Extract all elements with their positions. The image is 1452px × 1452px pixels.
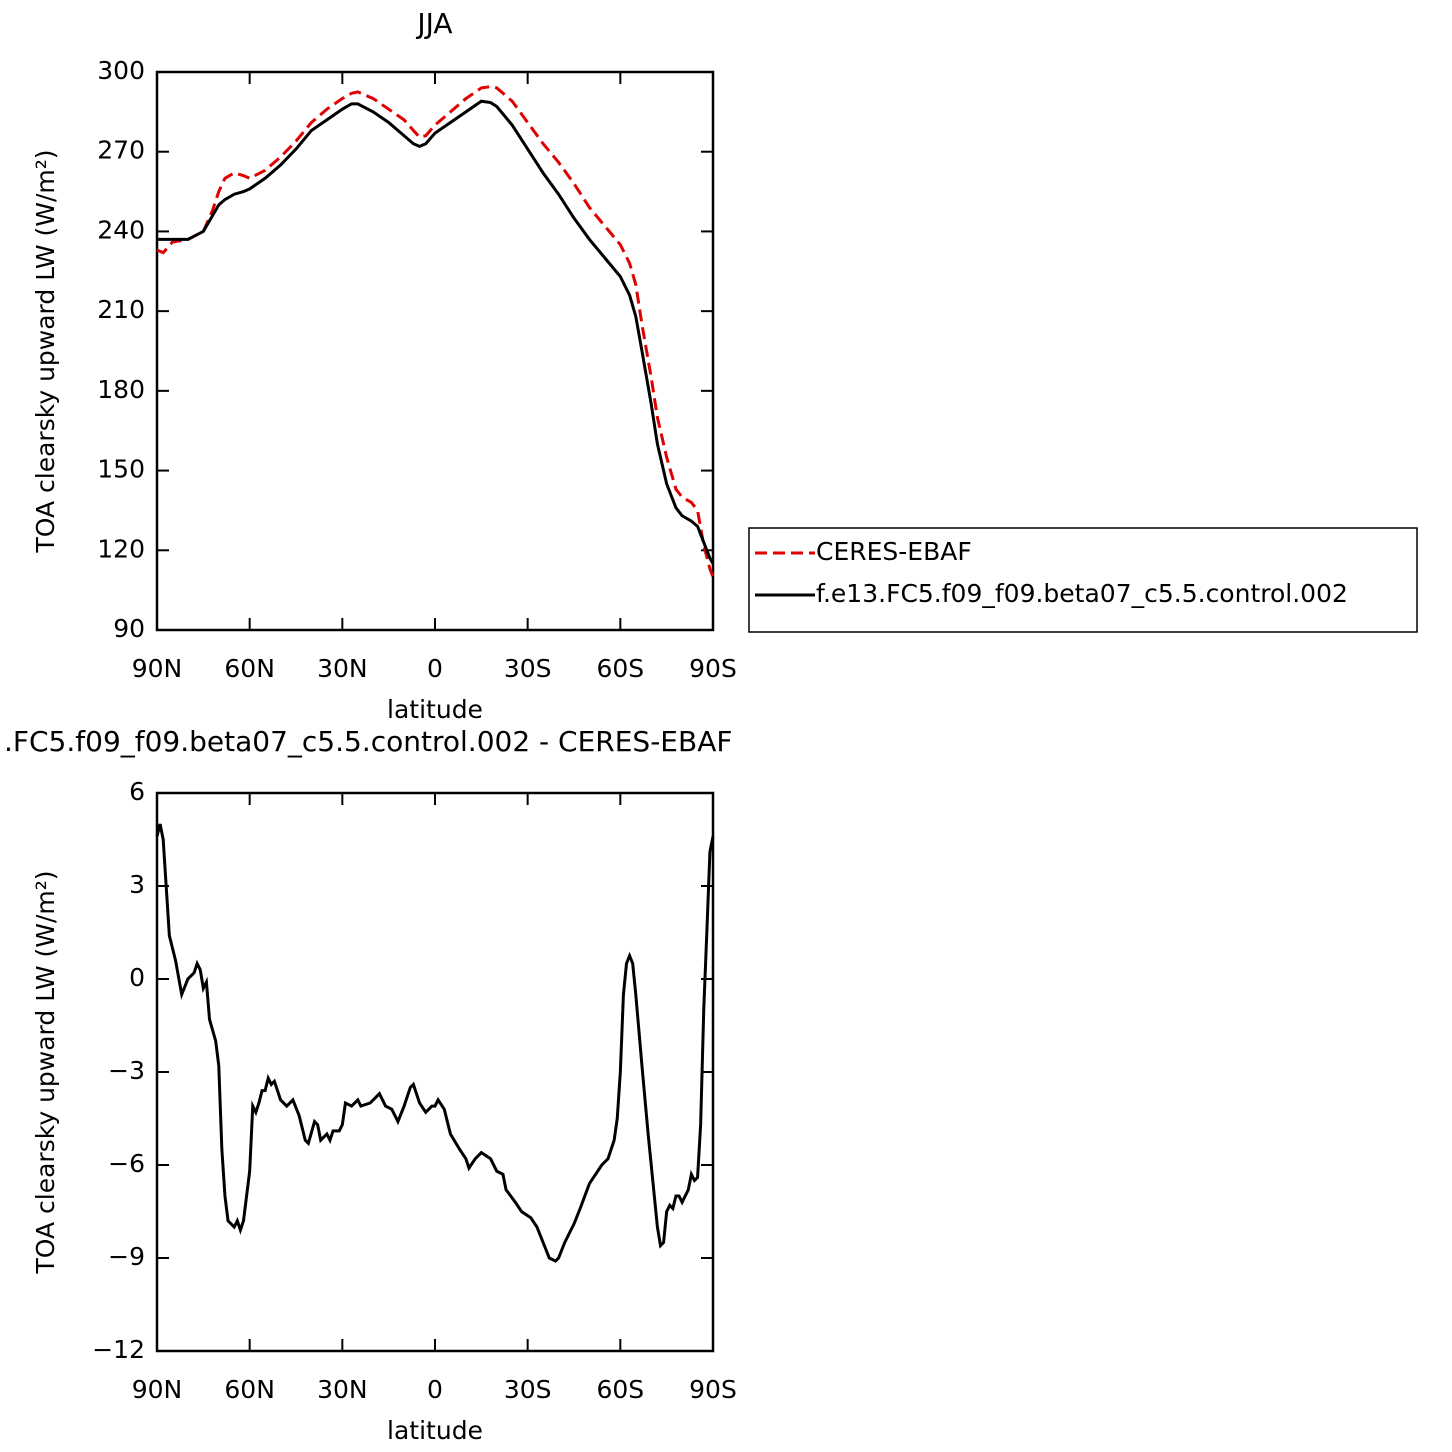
y-tick-label: 6	[129, 777, 145, 806]
x-tick-label: 30S	[504, 1375, 552, 1404]
legend-label: CERES-EBAF	[816, 537, 972, 566]
x-tick-label: 90N	[132, 1375, 183, 1404]
x-tick-label: 90S	[689, 654, 737, 683]
y-axis-label: TOA clearsky upward LW (W/m²)	[31, 149, 60, 553]
y-tick-label: 210	[97, 295, 145, 324]
x-axis-label: latitude	[387, 695, 483, 724]
x-tick-label: 30S	[504, 654, 552, 683]
x-tick-label: 60N	[224, 654, 275, 683]
chart-title: .FC5.f09_f09.beta07_c5.5.control.002 - C…	[4, 725, 732, 758]
x-tick-label: 0	[427, 1375, 443, 1404]
y-tick-label: −9	[108, 1242, 145, 1271]
y-tick-label: 240	[97, 215, 145, 244]
x-axis-label: latitude	[387, 1416, 483, 1445]
y-tick-label: 270	[97, 136, 145, 165]
y-tick-label: 3	[129, 870, 145, 899]
y-tick-label: 0	[129, 963, 145, 992]
data-line	[155, 823, 715, 1263]
y-tick-label: 120	[97, 534, 145, 563]
y-tick-label: 300	[97, 56, 145, 85]
x-tick-label: 30N	[317, 1375, 368, 1404]
x-tick-label: 90N	[132, 654, 183, 683]
y-tick-label: 90	[113, 614, 145, 643]
y-tick-label: −12	[92, 1335, 145, 1364]
plot-frame	[155, 70, 715, 632]
legend-box	[748, 527, 1418, 633]
chart-title: JJA	[415, 7, 452, 40]
data-line	[156, 85, 715, 578]
x-tick-label: 0	[427, 654, 443, 683]
x-tick-label: 60S	[596, 654, 644, 683]
plot-frame	[155, 791, 715, 1353]
y-tick-label: −6	[108, 1149, 145, 1178]
x-tick-label: 60S	[596, 1375, 644, 1404]
y-tick-label: −3	[108, 1056, 145, 1085]
x-tick-label: 60N	[224, 1375, 275, 1404]
x-tick-label: 30N	[317, 654, 368, 683]
legend-label: f.e13.FC5.f09_f09.beta07_c5.5.control.00…	[816, 579, 1348, 608]
y-tick-label: 180	[97, 375, 145, 404]
data-line	[157, 99, 715, 565]
y-tick-label: 150	[97, 455, 145, 484]
y-axis-label: TOA clearsky upward LW (W/m²)	[31, 870, 60, 1274]
x-tick-label: 90S	[689, 1375, 737, 1404]
